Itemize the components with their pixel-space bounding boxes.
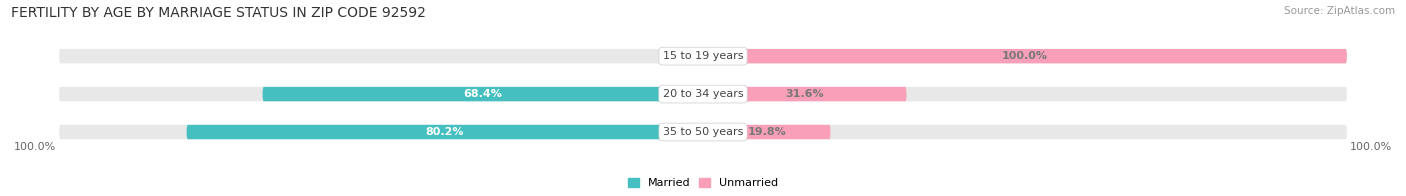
Text: 100.0%: 100.0% <box>1002 51 1047 61</box>
FancyBboxPatch shape <box>703 125 1347 139</box>
Text: 19.8%: 19.8% <box>748 127 786 137</box>
FancyBboxPatch shape <box>59 125 703 139</box>
Text: Source: ZipAtlas.com: Source: ZipAtlas.com <box>1284 6 1395 16</box>
Text: 35 to 50 years: 35 to 50 years <box>662 127 744 137</box>
FancyBboxPatch shape <box>187 125 703 139</box>
FancyBboxPatch shape <box>263 87 703 101</box>
FancyBboxPatch shape <box>703 49 1347 63</box>
Text: 0.0%: 0.0% <box>659 51 690 61</box>
FancyBboxPatch shape <box>703 125 831 139</box>
Text: 80.2%: 80.2% <box>426 127 464 137</box>
FancyBboxPatch shape <box>59 87 703 101</box>
Text: 100.0%: 100.0% <box>1350 142 1392 152</box>
Text: 15 to 19 years: 15 to 19 years <box>662 51 744 61</box>
FancyBboxPatch shape <box>703 87 907 101</box>
Text: FERTILITY BY AGE BY MARRIAGE STATUS IN ZIP CODE 92592: FERTILITY BY AGE BY MARRIAGE STATUS IN Z… <box>11 6 426 20</box>
Text: 100.0%: 100.0% <box>14 142 56 152</box>
Text: 20 to 34 years: 20 to 34 years <box>662 89 744 99</box>
FancyBboxPatch shape <box>703 87 1347 101</box>
Text: 68.4%: 68.4% <box>464 89 502 99</box>
Legend: Married, Unmarried: Married, Unmarried <box>627 178 779 189</box>
FancyBboxPatch shape <box>703 49 1347 63</box>
Text: 31.6%: 31.6% <box>786 89 824 99</box>
FancyBboxPatch shape <box>59 49 703 63</box>
